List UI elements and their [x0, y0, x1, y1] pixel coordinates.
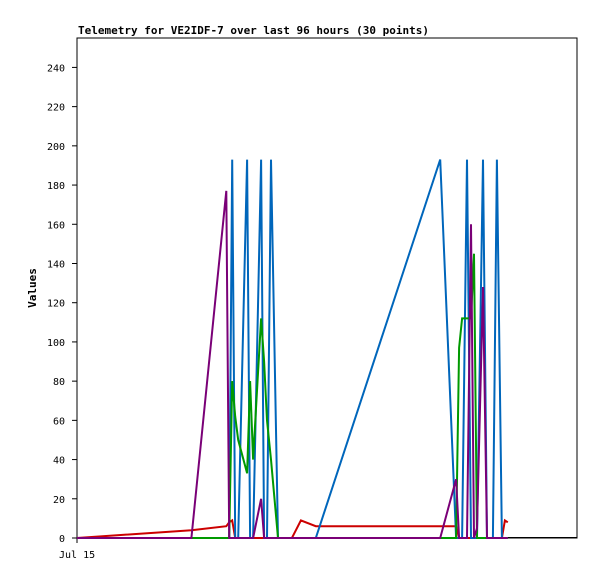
series-line-4 — [77, 190, 508, 539]
y-tick-label: 20 — [53, 495, 65, 506]
y-tick-label: 200 — [47, 142, 65, 153]
y-tick-label: 180 — [47, 181, 65, 192]
y-axis-label: Values — [26, 268, 39, 308]
y-axis: 0 20 40 60 80 100 120 140 160 180 200 220 240 — [47, 63, 77, 545]
x-tick-label: Jul 15 — [59, 550, 95, 561]
y-tick-label: 80 — [53, 377, 65, 388]
series-line-3 — [77, 253, 508, 539]
y-tick-label: 240 — [47, 63, 65, 74]
chart-title: Telemetry for VE2IDF-7 over last 96 hour… — [78, 24, 429, 37]
y-tick-label: 220 — [47, 103, 65, 114]
y-tick-label: 140 — [47, 259, 65, 270]
y-tick-label: 40 — [53, 456, 65, 467]
series-group — [76, 159, 509, 539]
y-tick-label: 60 — [53, 416, 65, 427]
y-tick-label: 100 — [47, 338, 65, 349]
plot-frame — [76, 37, 578, 539]
y-tick-label: 160 — [47, 220, 65, 231]
series-line-2 — [77, 159, 508, 539]
y-tick-label: 0 — [59, 534, 65, 545]
y-tick-label: 120 — [47, 299, 65, 310]
